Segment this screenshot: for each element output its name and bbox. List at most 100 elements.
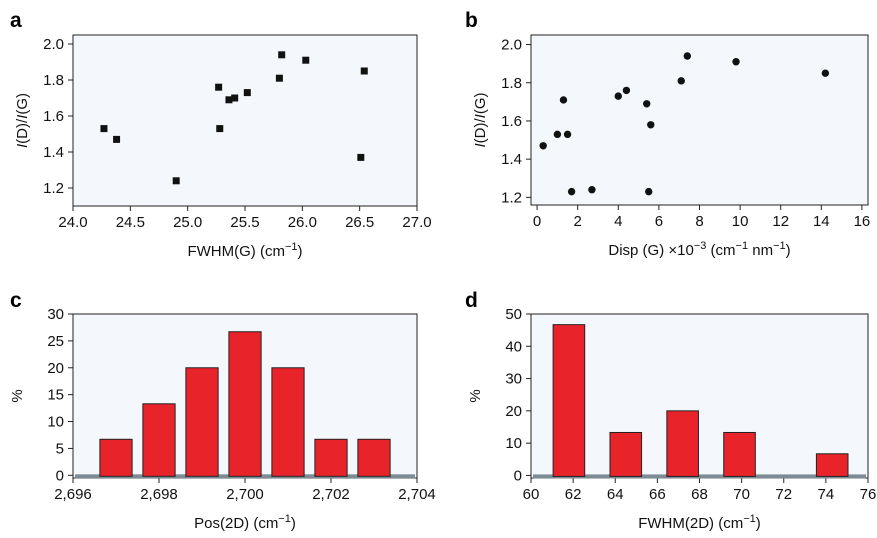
bar	[314, 438, 348, 477]
bar	[99, 438, 133, 477]
x-tick-label: 24.5	[116, 214, 145, 231]
panel-b: b 0 2 4 6 8 10 12 14 16 1.2 1.4 1.6 1.8 2.0 Disp (G) ×1…	[465, 9, 870, 259]
y-tick-label: 20	[47, 360, 64, 377]
y-tick-label: 40	[505, 338, 522, 355]
panel-letter-c: c	[10, 289, 22, 312]
x-tick-label: 60	[523, 486, 540, 503]
y-tick-label: 1.4	[43, 144, 64, 161]
data-point	[563, 130, 572, 139]
data-point	[677, 77, 685, 85]
y-tick-label: 1.6	[501, 113, 522, 130]
data-point	[360, 67, 368, 75]
x-axis-label-d: FWHM(2D) (cm−1)	[638, 513, 761, 532]
x-tick-label: 66	[649, 486, 666, 503]
bar	[815, 453, 849, 477]
data-point	[614, 92, 622, 100]
x-tick-label: 25.5	[230, 214, 259, 231]
data-point	[622, 86, 631, 95]
data-point	[647, 121, 655, 129]
x-axis-label-c: Pos(2D) (cm−1)	[194, 513, 296, 532]
bar	[228, 331, 262, 477]
y-tick-label: 1.8	[501, 75, 522, 92]
x-tick-label: 2,696	[54, 486, 92, 503]
baseline	[533, 474, 866, 479]
panel-c: c 2,696 2,698 2,700 2,702 2,704 0 5 10 15 20 25 30 Po…	[9, 289, 436, 532]
panel-a: a 24.0 24.5 25.0 25.5 26.0 26.5 27.0 1.2 1.4 1.6 1.…	[10, 9, 432, 260]
x-tick-label: 2,698	[140, 486, 178, 503]
data-point	[172, 177, 180, 185]
x-axis-label-b: Disp (G) ×10−3 (cm−1 nm−1)	[608, 240, 790, 259]
x-axis-label-a: FWHM(G) (cm−1)	[187, 241, 302, 260]
x-tick-label: 26.5	[345, 214, 374, 231]
x-tick-label: 24.0	[58, 214, 87, 231]
y-tick-label: 10	[47, 414, 64, 431]
y-axis-label-c: %	[9, 389, 26, 402]
x-tick-label: 2	[574, 213, 582, 230]
y-tick-label: 5	[56, 440, 64, 457]
bar	[142, 403, 176, 477]
y-tick-label: 0	[514, 467, 522, 484]
x-tick-label: 74	[818, 486, 835, 503]
x-tick-label: 0	[533, 213, 541, 230]
x-tick-label: 6	[655, 213, 663, 230]
y-axis-label-b: I(D)/I(G)	[472, 92, 489, 147]
data-point	[821, 69, 830, 77]
y-tick-label: 1.2	[501, 189, 522, 206]
y-tick-label: 25	[47, 333, 64, 350]
y-tick-label: 20	[505, 403, 522, 420]
x-tick-label: 2,704	[398, 486, 436, 503]
y-tick-label: 2.0	[43, 36, 64, 53]
panel-letter-a: a	[10, 9, 22, 32]
x-tick-label: 4	[614, 213, 622, 230]
y-tick-label: 10	[505, 435, 522, 452]
plot-area-a	[72, 34, 418, 207]
y-tick-label: 1.8	[43, 72, 64, 89]
data-point	[231, 94, 239, 102]
y-tick-label: 0	[56, 467, 64, 484]
y-tick-label: 50	[505, 306, 522, 323]
plot-area-b	[530, 34, 869, 206]
y-tick-label: 1.4	[501, 151, 522, 168]
x-tick-label: 27.0	[402, 214, 431, 231]
y-tick-label: 1.2	[43, 180, 64, 197]
data-point	[302, 56, 310, 64]
panel-letter-d: d	[465, 289, 478, 312]
bar	[185, 367, 219, 477]
y-tick-label: 30	[47, 306, 64, 323]
x-tick-label: 25.0	[173, 214, 202, 231]
panel-letter-b: b	[465, 9, 478, 32]
data-point	[357, 153, 365, 161]
data-point	[683, 52, 692, 60]
y-tick-label: 2.0	[501, 37, 522, 54]
data-point	[216, 125, 224, 133]
y-tick-label: 30	[505, 371, 522, 388]
y-tick-label: 1.6	[43, 108, 64, 125]
data-point	[215, 83, 223, 91]
data-point	[588, 186, 596, 194]
x-tick-label: 72	[775, 486, 792, 503]
x-tick-label: 2,700	[226, 486, 264, 503]
bar	[723, 431, 756, 477]
bar	[357, 438, 391, 477]
data-point	[243, 89, 251, 97]
x-tick-label: 64	[607, 486, 624, 503]
data-point	[113, 135, 121, 143]
x-tick-label: 62	[565, 486, 582, 503]
x-tick-label: 14	[813, 213, 830, 230]
data-point	[553, 130, 562, 139]
bar	[666, 410, 699, 477]
x-tick-label: 2,702	[312, 486, 350, 503]
bar	[552, 324, 586, 477]
data-point	[100, 125, 108, 133]
plot-area-d	[530, 313, 869, 479]
x-tick-label: 70	[733, 486, 750, 503]
y-axis-label-a: I(D)/I(G)	[14, 93, 31, 148]
data-point	[567, 187, 576, 196]
data-point	[275, 74, 283, 82]
data-point	[539, 142, 547, 150]
data-point	[732, 58, 740, 66]
bar	[271, 367, 305, 477]
x-tick-label: 12	[772, 213, 789, 230]
